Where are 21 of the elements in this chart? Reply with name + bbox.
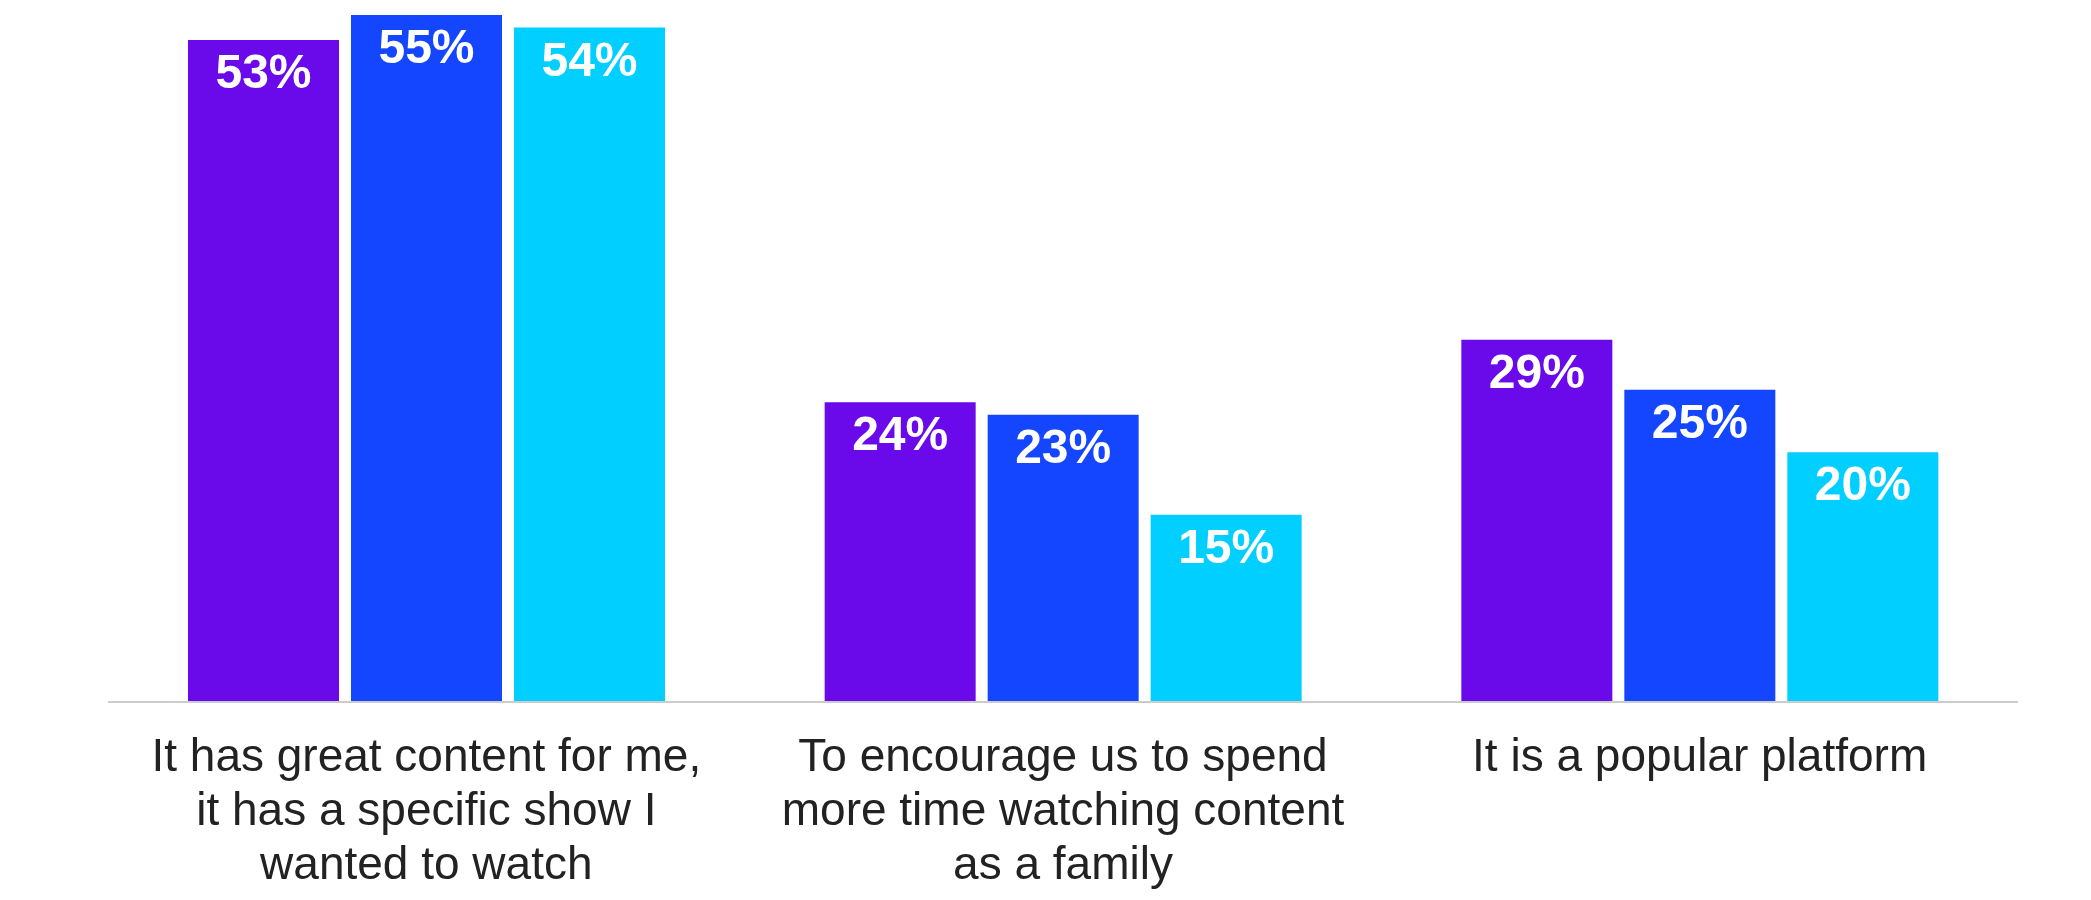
x-tick-label: It is a popular platform [1471,728,1929,782]
bar [514,27,665,702]
bar [824,402,976,702]
bar [1624,389,1776,702]
data-label: 24% [852,407,949,461]
x-tick-label: To encourage us to spend more time watching content as a family [780,728,1346,890]
data-label: 23% [1015,419,1112,473]
data-label: 20% [1814,457,1911,511]
data-label: 55% [378,20,475,74]
bar [987,414,1139,702]
data-label: 53% [215,45,312,99]
bar [1461,339,1613,702]
bar [1150,514,1302,702]
data-label: 29% [1488,344,1585,398]
bar [188,39,339,702]
data-label: 25% [1651,394,1748,448]
data-label: 15% [1178,519,1275,573]
bar [1787,452,1939,702]
x-tick-label: It has great content for me, it has a specific show I wanted to watch [150,728,703,890]
bar [351,15,502,702]
data-label: 54% [541,32,638,86]
